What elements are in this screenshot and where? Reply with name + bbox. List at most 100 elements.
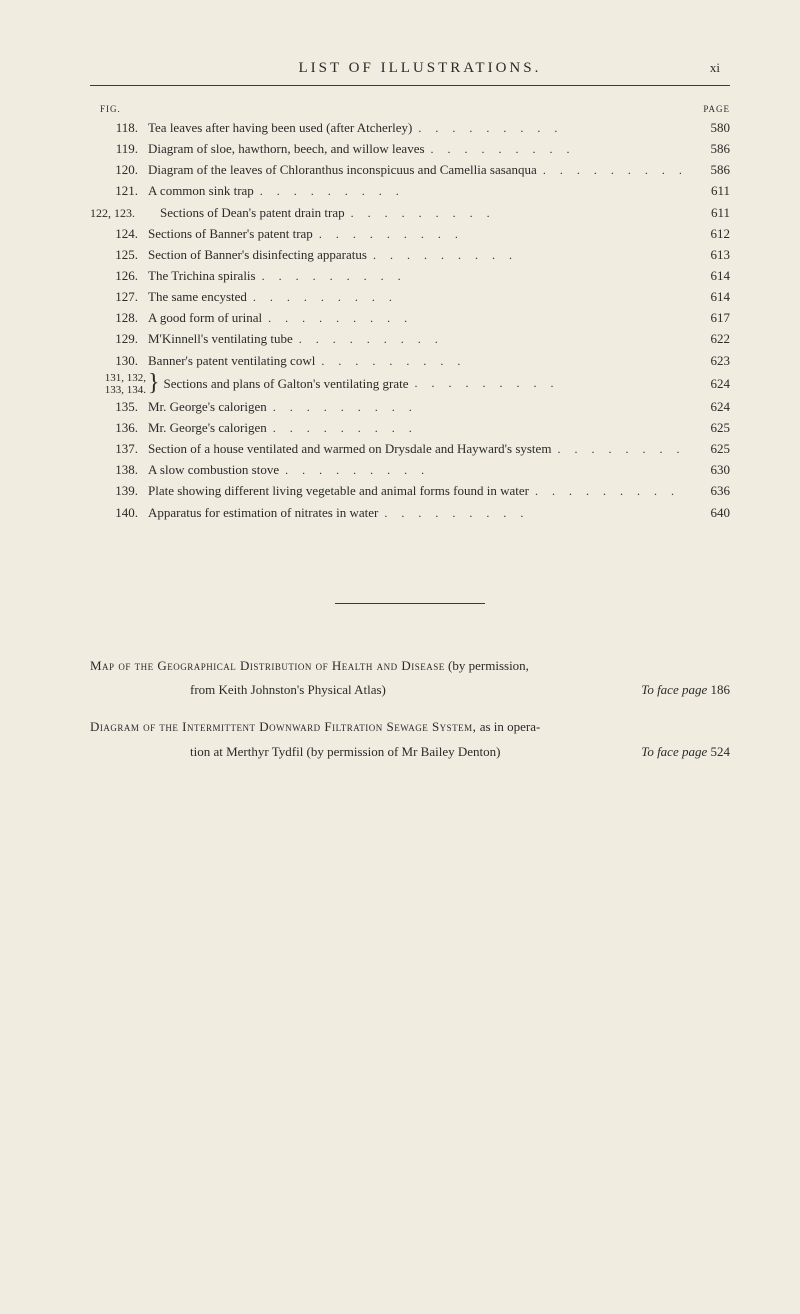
entry-text: Sections of Banner's patent trap [148,224,313,244]
fig-number: 135. [90,397,148,417]
entry-text: Section of a house ventilated and warmed… [148,439,551,459]
leader-dots: ......... [409,374,695,393]
fig-number: 124. [90,224,148,244]
fig-number: 129. [90,329,148,349]
entry-text: Diagram of sloe, hawthorn, beech, and wi… [148,139,425,159]
entry-page: 580 [694,118,730,138]
brace-entry: 131, 132, 133, 134. } Sections and plans… [90,372,730,396]
entry-text: Apparatus for estimation of nitrates in … [148,503,378,523]
footer-block: Map of the Geographical Distribution of … [90,654,730,765]
entry-page: 611 [694,203,730,223]
list-entry: 121.A common sink trap.........611 [90,181,730,201]
leader-dots: ......... [279,461,694,480]
leader-dots: ......... [425,140,694,159]
fig-number: 122, 123. [90,204,160,223]
list-entry: 136.Mr. George's calorigen.........625 [90,418,730,438]
list-entry: 135.Mr. George's calorigen.........624 [90,397,730,417]
fig-number: 128. [90,308,148,328]
list-entry: 127.The same encysted.........614 [90,287,730,307]
fig-number: 136. [90,418,148,438]
fig-number: 130. [90,351,148,371]
brace-symbol: } [148,374,164,393]
entry-page: 640 [694,503,730,523]
leader-dots: ......... [367,246,694,265]
list-entry: 130.Banner's patent ventilating cowl....… [90,351,730,371]
entry-text: Tea leaves after having been used (after… [148,118,412,138]
entry-text: The Trichina spiralis [148,266,256,286]
list-entry: 140.Apparatus for estimation of nitrates… [90,503,730,523]
entry-text: Diagram of the leaves of Chloranthus inc… [148,160,537,180]
entry-text: Sections of Dean's patent drain trap [160,203,345,223]
leader-dots: ......... [267,419,694,438]
entry-page: 623 [694,351,730,371]
leader-dots: ......... [551,440,694,459]
fig-number: 126. [90,266,148,286]
entry-page: 612 [694,224,730,244]
entry-text: Section of Banner's disinfecting apparat… [148,245,367,265]
entry-page: 586 [694,160,730,180]
entry-text: The same encysted [148,287,247,307]
leader-dots: ......... [256,267,694,286]
entry-text: Banner's patent ventilating cowl [148,351,315,371]
entry-page: 586 [694,139,730,159]
fig-number: 140. [90,503,148,523]
map-entry: Map of the Geographical Distribution of … [90,654,730,679]
entry-page: 625 [694,418,730,438]
diagram-entry: Diagram of the Intermittent Downward Fil… [90,715,730,740]
entry-page: 624 [694,397,730,417]
list-entry: 124.Sections of Banner's patent trap....… [90,224,730,244]
entry-text: Mr. George's calorigen [148,397,267,417]
leader-dots: ......... [313,225,694,244]
map-entry-line2: from Keith Johnston's Physical Atlas) To… [90,678,730,703]
page-number: xi [710,60,720,76]
entry-page: 630 [694,460,730,480]
brace-numbers: 131, 132, 133, 134. [90,372,148,396]
leader-dots: ......... [378,504,694,523]
list-entry: 119.Diagram of sloe, hawthorn, beech, an… [90,139,730,159]
fig-number: 137. [90,439,148,459]
fig-number: 118. [90,118,148,138]
fig-number: 121. [90,181,148,201]
fig-number: 119. [90,139,148,159]
list-entry: 128.A good form of urinal.........617 [90,308,730,328]
list-entry: 118.Tea leaves after having been used (a… [90,118,730,138]
entry-text: M'Kinnell's ventilating tube [148,329,293,349]
entry-text: A common sink trap [148,181,254,201]
leader-dots: ......... [345,204,694,223]
list-entry: 120.Diagram of the leaves of Chloranthus… [90,160,730,180]
footer-rule [335,603,485,604]
entries-list: 118.Tea leaves after having been used (a… [90,118,730,523]
entry-page: 611 [694,181,730,201]
leader-dots: ......... [315,352,694,371]
entry-text: A good form of urinal [148,308,262,328]
entry-page: 617 [694,308,730,328]
fig-number: 138. [90,460,148,480]
entry-page: 622 [694,329,730,349]
entry-page: 613 [694,245,730,265]
leader-dots: ......... [293,330,694,349]
diagram-entry-line2: tion at Merthyr Tydfil (by permission of… [90,740,730,765]
fig-number: 125. [90,245,148,265]
list-entry: 138.A slow combustion stove.........630 [90,460,730,480]
list-entry: 129.M'Kinnell's ventilating tube........… [90,329,730,349]
page-title: LIST OF ILLUSTRATIONS. [130,60,710,77]
list-entry: 137.Section of a house ventilated and wa… [90,439,730,459]
fig-label: FIG. [100,104,121,114]
page-container: LIST OF ILLUSTRATIONS. xi FIG. PAGE 118.… [0,0,800,1314]
leader-dots: ......... [267,398,694,417]
entry-page: 636 [694,481,730,501]
page-label: PAGE [703,104,730,114]
leader-dots: ......... [247,288,694,307]
entry-text: A slow combustion stove [148,460,279,480]
leader-dots: ......... [412,119,694,138]
list-entry: 122, 123.Sections of Dean's patent drain… [90,203,730,223]
fig-number: 139. [90,481,148,501]
header-row: LIST OF ILLUSTRATIONS. xi [90,60,730,77]
list-entry: 125.Section of Banner's disinfecting app… [90,245,730,265]
entry-page: 625 [694,439,730,459]
list-entry: 126.The Trichina spiralis.........614 [90,266,730,286]
fig-number: 120. [90,160,148,180]
leader-dots: ......... [254,182,694,201]
entry-page: 614 [694,266,730,286]
list-entry: 139.Plate showing different living veget… [90,481,730,501]
